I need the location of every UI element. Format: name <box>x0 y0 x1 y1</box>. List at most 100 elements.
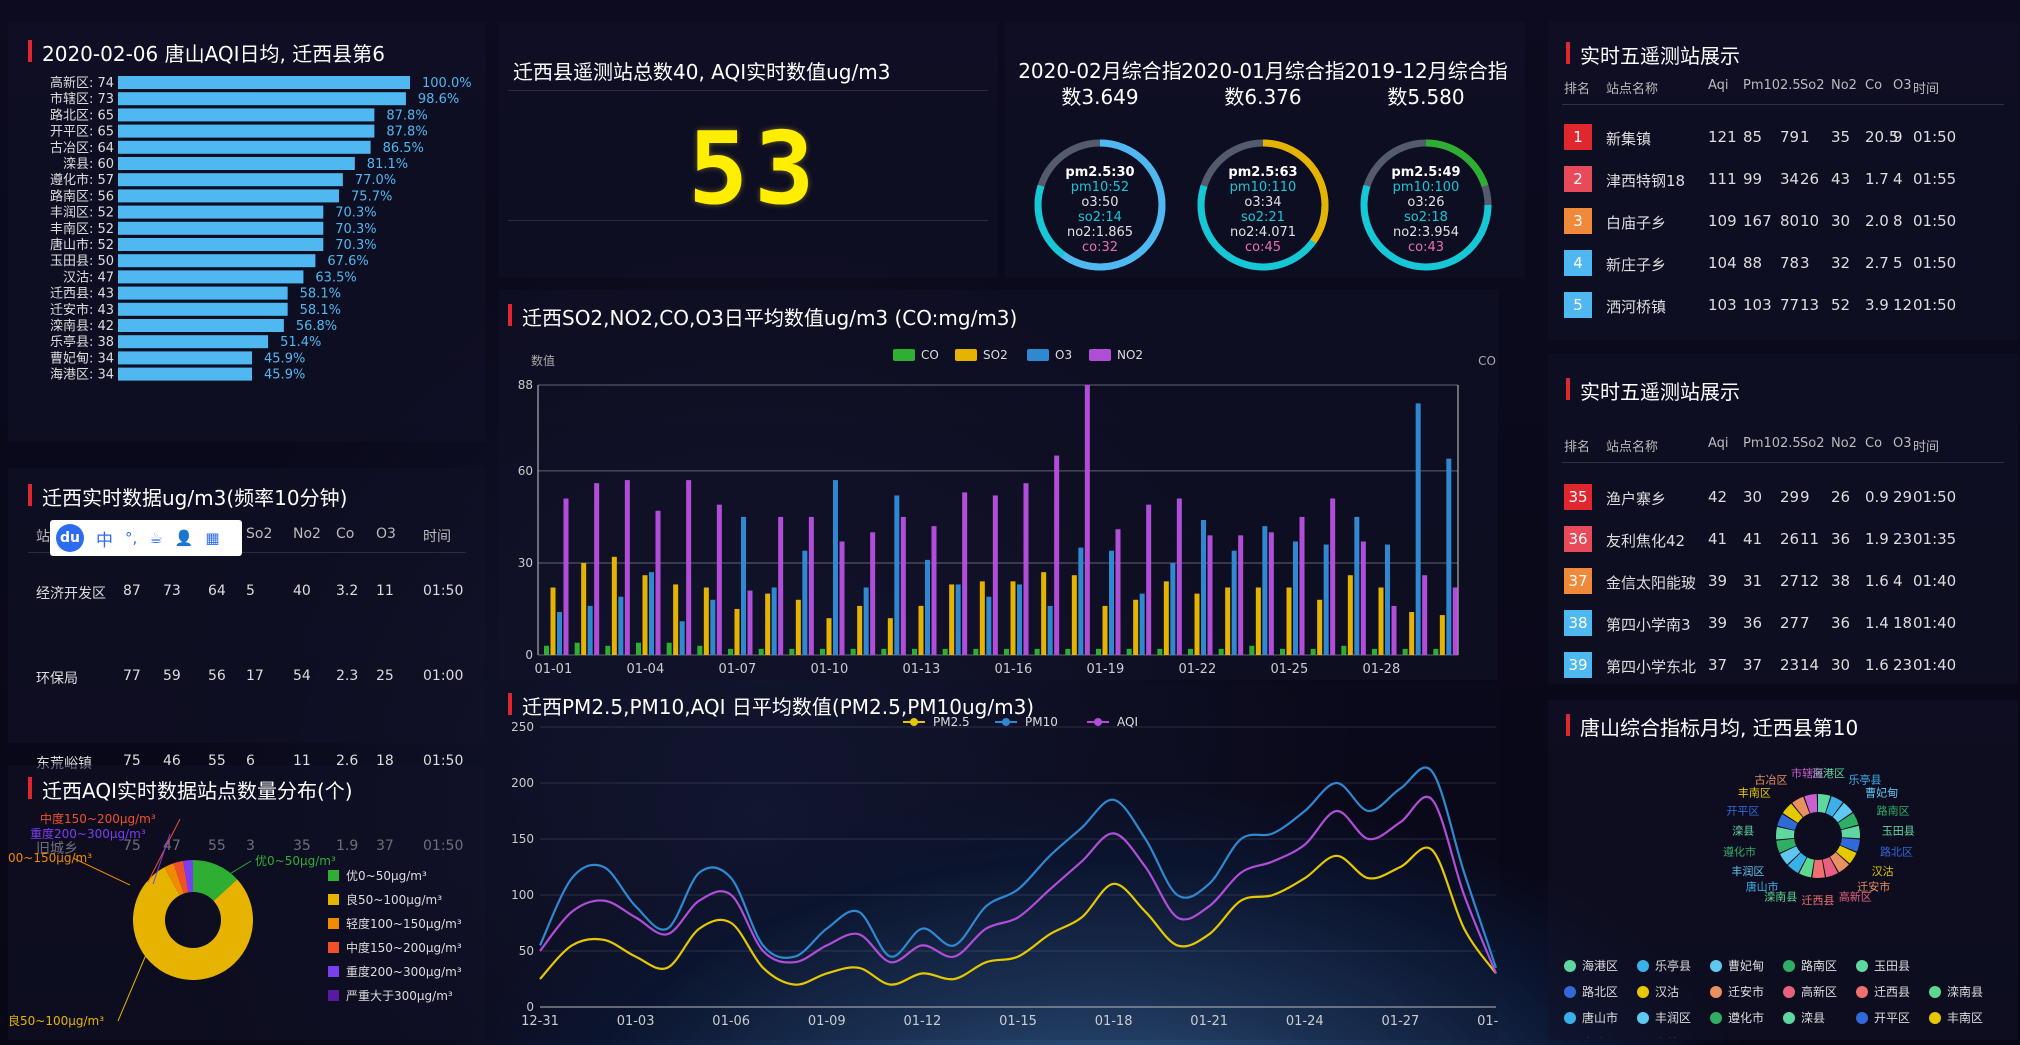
table-cell: 103 <box>1743 296 1772 314</box>
table-cell: 30 <box>1831 212 1851 230</box>
table-cell: 3.2 <box>336 583 359 599</box>
punctuation-icon[interactable]: °, <box>125 529 138 547</box>
table-cell: 27 <box>1780 614 1800 632</box>
ring-slice <box>1776 826 1795 840</box>
column-header: 站点名称 <box>1606 440 1659 455</box>
gas-bar <box>563 498 569 655</box>
user-icon[interactable]: 👤 <box>174 529 194 547</box>
rank-badge: 37 <box>1564 568 1592 594</box>
table-cell: 2.3 <box>336 668 359 684</box>
aqi-bar <box>118 254 316 268</box>
bar-value-label: 51.4% <box>280 335 321 350</box>
ring-slice-label: 迁西县 <box>1802 894 1835 907</box>
gas-bar <box>1317 599 1323 655</box>
x-tick-label: 01-21 <box>1190 1014 1228 1029</box>
realtime-table: 站点So2No2CoO3时间经济开发区8773645403.21101:50环保… <box>8 468 486 857</box>
bar-value-label: 77.0% <box>355 173 396 188</box>
gas-bar <box>1078 547 1084 655</box>
pie-callout-label: 中度150~200μg/m³ <box>40 811 156 826</box>
grid-menu-icon[interactable]: ▦ <box>205 529 220 547</box>
du-logo-icon[interactable]: du <box>56 524 84 552</box>
table-cell: 87 <box>123 583 141 599</box>
table-cell: 14 <box>1800 656 1820 674</box>
table-cell: 6 <box>246 753 255 769</box>
table-cell: 59 <box>163 668 181 684</box>
table-cell: 77 <box>123 668 141 684</box>
table-cell: 13 <box>1800 296 1820 314</box>
ring-slice-label: 滦县 <box>1732 824 1754 838</box>
y-axis-label: 数值 <box>531 353 555 368</box>
legend-swatch <box>1027 349 1049 361</box>
legend-label: 迁安市 <box>1728 984 1764 999</box>
aqi-bar <box>118 205 324 219</box>
gas-bar <box>1041 572 1047 655</box>
ring-slice <box>1841 825 1860 839</box>
table-cell: 12 <box>1800 572 1820 590</box>
table-cell: 11 <box>376 583 394 599</box>
aqi-bar <box>118 92 406 106</box>
gas-bar <box>765 593 771 655</box>
gas-bar <box>1433 648 1439 655</box>
chinese-mode-icon[interactable]: 中 <box>96 530 113 551</box>
gas-bar <box>1023 483 1029 655</box>
legend-marker <box>1710 960 1722 972</box>
panel-title: 迁西SO2,NO2,CO,O3日平均数值ug/m3 (CO:mg/m3) <box>508 302 1017 331</box>
column-header: 2.5 <box>1780 78 1801 93</box>
column-header: 2.5 <box>1780 436 1801 451</box>
table-cell: 新集镇 <box>1606 130 1652 148</box>
panel-title: 2020-02-06 唐山AQI日均, 迁西县第6 <box>28 38 385 67</box>
x-tick-label: 01-13 <box>902 662 940 675</box>
legend-label: PM10 <box>1025 717 1058 729</box>
table-cell: 37 <box>1708 656 1728 674</box>
ring-value-label: co:45 <box>1245 240 1281 255</box>
table-cell: 35 <box>1831 128 1851 146</box>
legend-marker <box>1856 986 1868 998</box>
station-count-panel: 迁西县遥测站总数40, AQI实时数值ug/m3 53 <box>498 22 998 277</box>
ring-slice-label: 高新区 <box>1839 890 1872 904</box>
gas-bar <box>636 642 641 655</box>
gas-bar <box>1126 648 1132 655</box>
gas-bar <box>1139 593 1145 655</box>
column-header: O3 <box>1893 436 1912 451</box>
legend-label: 古冶区 <box>1582 1036 1618 1038</box>
gas-bar <box>826 618 832 655</box>
input-method-toolbar[interactable]: du 中 °, ☕ 👤 ▦ <box>50 520 242 556</box>
top5b-panel: 实时五遥测站展示 排名 站点名称 Aqi Pm10 2.5 So2 No2 Co O3 时间 35 渔… <box>1548 354 2018 684</box>
gas-bar <box>618 596 624 655</box>
gas-panel: 迁西SO2,NO2,CO,O3日平均数值ug/m3 (CO:mg/m3) 数值 C… <box>498 290 1498 680</box>
table-cell: 1.4 <box>1865 614 1889 632</box>
bar-category-label: 古冶区: 64 <box>50 141 114 156</box>
aqi-bar <box>118 221 324 235</box>
gas-bar <box>931 526 937 655</box>
ring-value-label: pm10:52 <box>1071 180 1129 195</box>
legend-marker <box>1094 718 1102 726</box>
x-tick-label: 01-30 <box>1477 1014 1498 1029</box>
gas-bar <box>918 605 924 655</box>
table-cell: 01:50 <box>1913 296 1957 314</box>
bar-category-label: 唐山市: 52 <box>50 237 114 253</box>
table-cell: 40 <box>293 583 311 599</box>
table-cell: 1.6 <box>1865 656 1889 674</box>
bar-value-label: 58.1% <box>300 303 341 318</box>
table-cell: 41 <box>1743 530 1763 548</box>
column-header: No2 <box>293 526 321 542</box>
aqi-bar <box>118 76 410 89</box>
aqi-big-number: 53 <box>688 110 821 227</box>
gas-bar <box>802 550 808 655</box>
table-cell: 5 <box>1893 254 1903 272</box>
bar-value-label: 98.6% <box>418 92 459 107</box>
gas-bar <box>1415 403 1421 655</box>
distribution-pie-chart: 优0~50μg/m³ 良50~100μg/m³ 00~150μg/m³ 中度150~2… <box>8 811 462 1028</box>
ring-slice <box>1776 838 1797 853</box>
ring-value-label: pm10:100 <box>1393 180 1460 195</box>
gas-bar <box>544 645 549 655</box>
skin-icon[interactable]: ☕ <box>149 529 163 547</box>
gas-bar <box>734 608 740 655</box>
ring-slice-label: 曹妃甸 <box>1865 786 1898 800</box>
gas-bar <box>587 605 593 655</box>
gas-bar <box>870 532 876 655</box>
series-line <box>539 846 1497 986</box>
ring-arc <box>1360 139 1492 271</box>
ring-value-label: no2:4.071 <box>1230 225 1296 240</box>
table-cell: 01:55 <box>1913 170 1957 188</box>
